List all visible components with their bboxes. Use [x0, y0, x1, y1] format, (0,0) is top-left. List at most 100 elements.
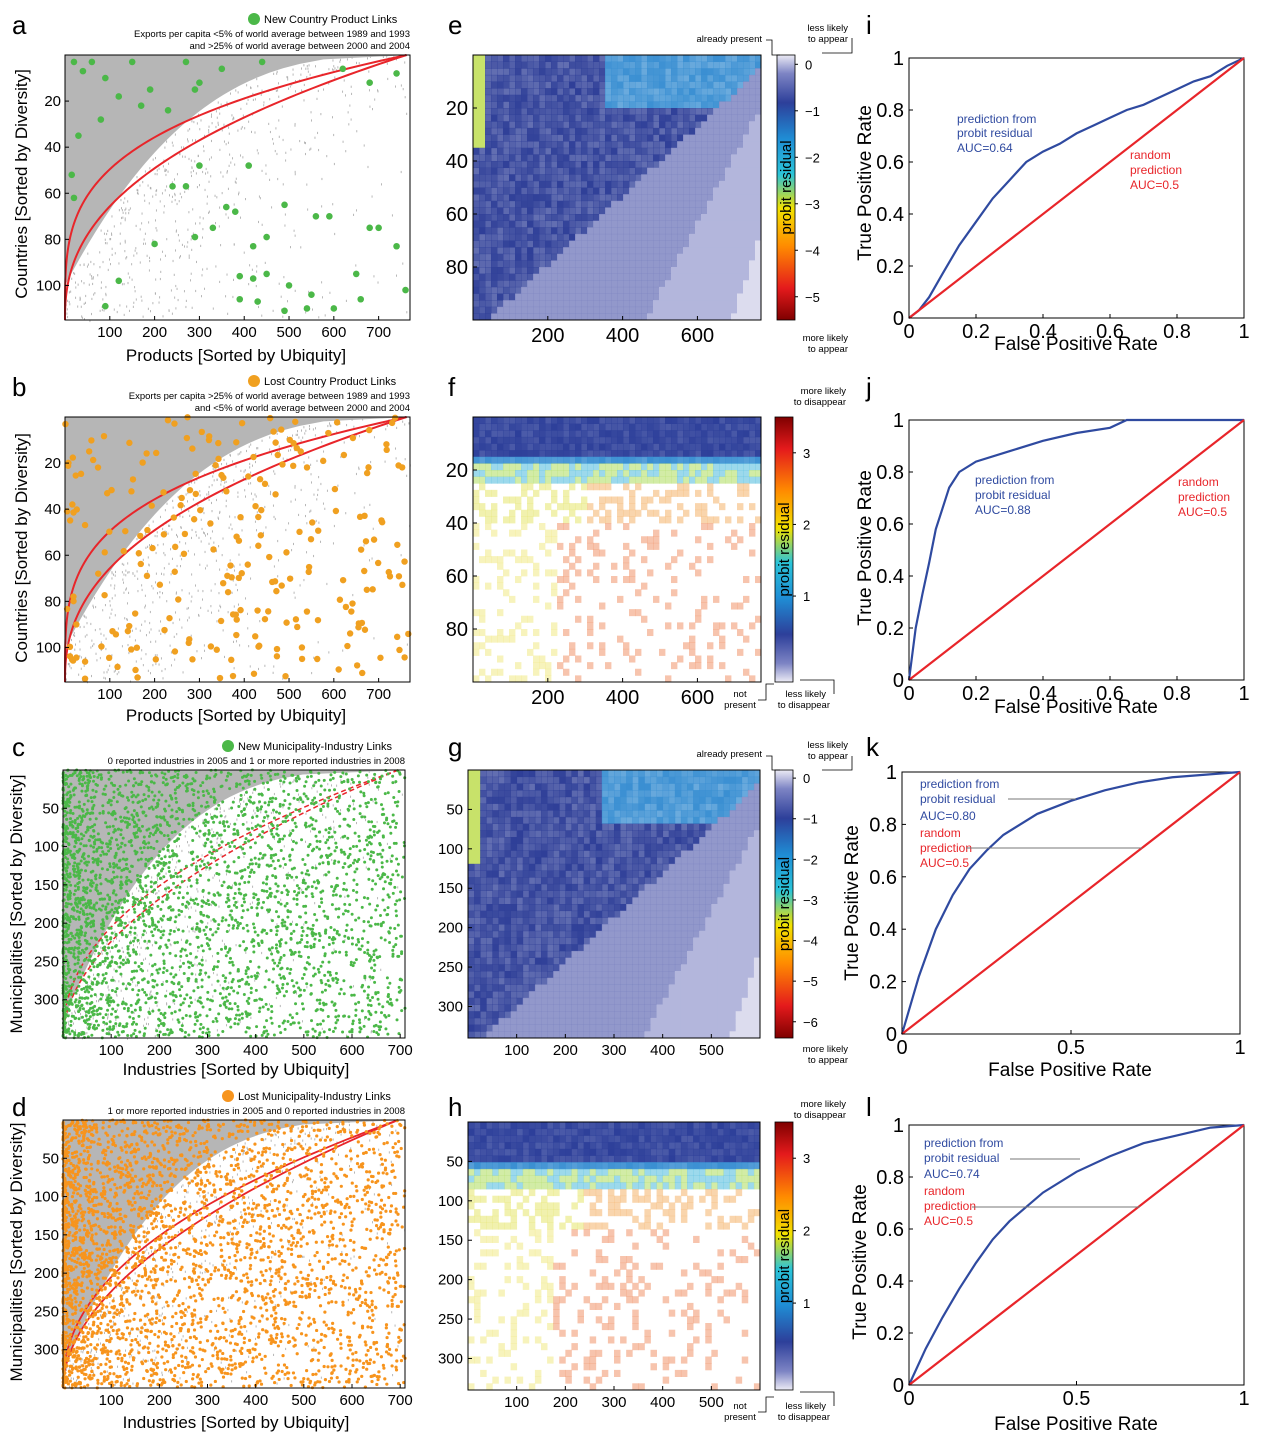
speckle: [152, 601, 154, 604]
data-point: [294, 808, 298, 812]
data-point: [318, 905, 322, 909]
speckle: [258, 802, 260, 805]
speckle: [221, 554, 223, 557]
data-point: [101, 960, 105, 964]
data-point: [166, 1028, 170, 1032]
speckle: [179, 845, 180, 848]
speckle: [244, 793, 245, 796]
speckle: [191, 306, 193, 309]
speckle: [331, 858, 333, 862]
data-point: [273, 653, 281, 660]
speckle: [174, 178, 175, 181]
data-point: [107, 926, 111, 930]
data-point: [229, 986, 233, 990]
speckle: [138, 889, 140, 893]
speckle: [187, 241, 189, 244]
speckle: [292, 434, 293, 437]
speckle: [176, 845, 178, 848]
speckle: [152, 903, 154, 907]
speckle: [108, 1031, 110, 1034]
y-tick-label: 60: [44, 547, 61, 564]
data-point: [137, 989, 141, 993]
data-point: [356, 938, 360, 942]
data-point: [81, 903, 85, 907]
data-point: [64, 904, 68, 908]
speckle: [221, 463, 223, 466]
data-point: [92, 840, 96, 844]
speckle: [144, 232, 146, 235]
speckle: [273, 515, 275, 519]
data-point: [179, 994, 183, 998]
data-point: [271, 824, 275, 828]
data-point: [357, 940, 361, 944]
speckle: [316, 498, 318, 501]
data-point: [159, 936, 163, 940]
data-point: [68, 800, 72, 804]
speckle: [116, 672, 118, 676]
data-point: [396, 862, 400, 866]
speckle: [109, 664, 111, 667]
speckle: [120, 198, 122, 202]
speckle: [256, 447, 258, 450]
data-point: [220, 884, 224, 888]
data-point: [139, 885, 143, 889]
speckle: [205, 534, 207, 537]
data-point: [150, 972, 154, 976]
speckle: [352, 593, 354, 597]
data-point: [181, 896, 185, 900]
speckle: [268, 1003, 270, 1006]
data-point: [333, 830, 337, 834]
data-point: [379, 1025, 383, 1029]
data-point: [313, 937, 317, 941]
speckle: [196, 981, 198, 984]
speckle: [71, 277, 73, 280]
data-point: [208, 1008, 212, 1012]
data-point: [202, 821, 206, 825]
data-point: [353, 858, 357, 862]
speckle: [114, 614, 116, 617]
data-point: [230, 960, 234, 964]
data-point: [348, 847, 352, 851]
data-point: [201, 789, 205, 793]
data-point: [330, 305, 338, 312]
data-point: [92, 903, 96, 907]
data-point: [329, 773, 333, 777]
speckle: [100, 286, 102, 290]
data-point: [194, 955, 198, 959]
data-point: [198, 996, 202, 1000]
speckle: [188, 844, 190, 847]
speckle: [344, 939, 346, 942]
data-point: [257, 857, 261, 861]
speckle: [172, 499, 174, 503]
data-point: [118, 883, 122, 887]
data-point: [141, 890, 145, 894]
data-point: [336, 1018, 340, 1022]
data-point: [296, 797, 300, 801]
speckle: [358, 466, 360, 469]
data-point: [357, 839, 361, 843]
data-point: [151, 978, 155, 982]
data-point: [67, 950, 71, 954]
data-point: [217, 617, 225, 625]
data-point: [388, 981, 392, 985]
speckle: [108, 258, 110, 261]
data-point: [344, 888, 348, 892]
data-point: [136, 993, 140, 997]
data-point: [240, 1016, 244, 1020]
data-point: [289, 831, 293, 835]
speckle: [340, 779, 342, 782]
data-point: [72, 852, 76, 856]
data-point: [159, 907, 163, 911]
speckle: [144, 606, 146, 609]
data-point: [111, 824, 115, 828]
speckle: [269, 448, 271, 451]
speckle: [189, 127, 191, 131]
speckle: [303, 923, 305, 926]
data-point: [237, 805, 241, 809]
data-point: [178, 833, 182, 837]
data-point: [385, 859, 389, 863]
speckle: [306, 64, 308, 68]
speckle: [334, 838, 336, 841]
speckle: [257, 152, 259, 155]
speckle: [68, 1023, 69, 1026]
